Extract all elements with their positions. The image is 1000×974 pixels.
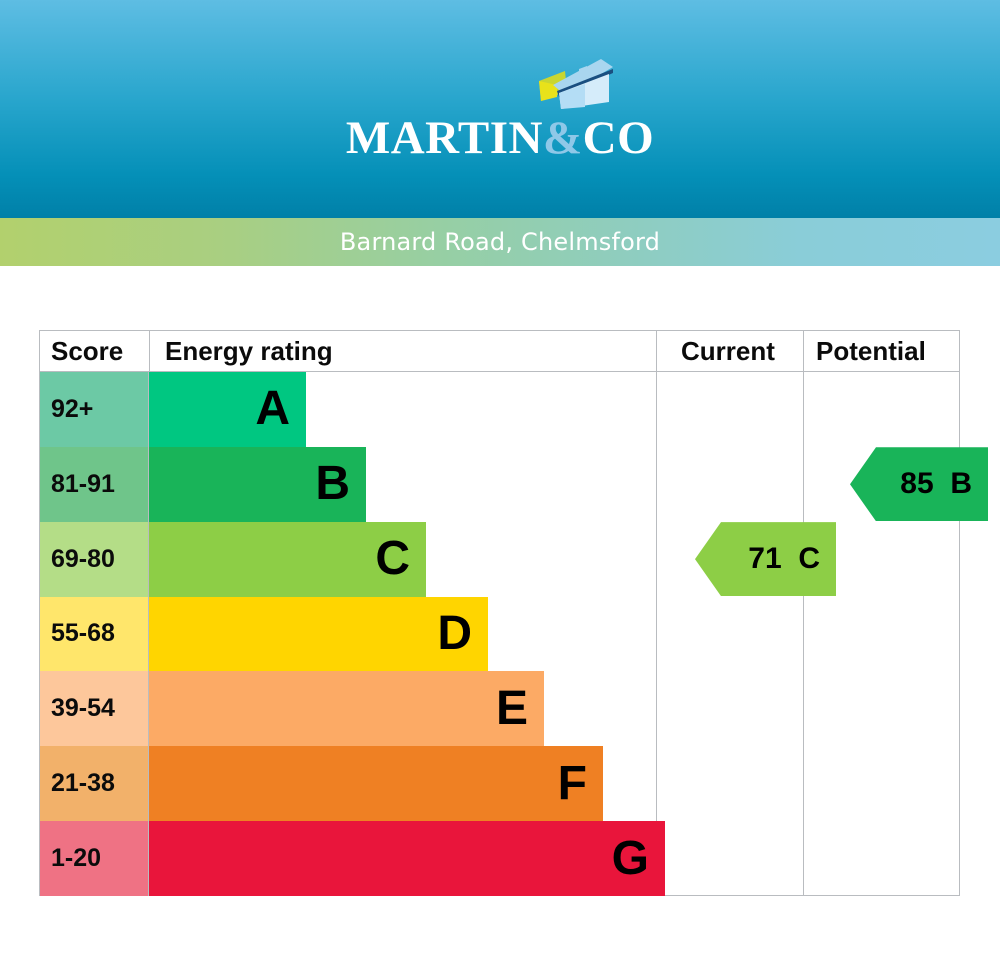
band-row: 55-68 D bbox=[40, 596, 961, 672]
score-range-d: 55-68 bbox=[40, 596, 148, 672]
rating-bar-b: B bbox=[149, 446, 366, 522]
score-range-c: 69-80 bbox=[40, 521, 148, 597]
brand-ampersand: & bbox=[543, 111, 583, 164]
brand-name-part2: CO bbox=[582, 111, 655, 164]
column-divider-rating bbox=[148, 372, 149, 896]
score-range-e: 39-54 bbox=[40, 671, 148, 747]
brand-wordmark: MARTIN&CO bbox=[345, 111, 655, 164]
brand-logo: MARTIN&CO bbox=[0, 0, 1000, 218]
rating-letter-b: B bbox=[315, 457, 350, 511]
potential-rating-arrow-label: 85 B bbox=[900, 467, 972, 501]
rating-bar-g: G bbox=[149, 821, 665, 896]
rating-letter-e: E bbox=[495, 681, 528, 735]
rating-bar-d: D bbox=[149, 596, 488, 672]
brand-header: MARTIN&CO bbox=[0, 0, 1000, 218]
address-bar: Barnard Road, Chelmsford bbox=[0, 218, 1000, 266]
column-divider-current bbox=[656, 372, 657, 896]
band-row: 21-38 F bbox=[40, 746, 961, 822]
epc-table-body: 92+ A 81-91 B 69-80 C 55-68 D 39-54 E 21-38 F 1-20 G 7… bbox=[40, 372, 988, 896]
rating-bar-e: E bbox=[149, 671, 544, 747]
score-range-b: 81-91 bbox=[40, 446, 148, 522]
header-energy-rating: Energy rating bbox=[149, 331, 655, 371]
rating-bar-f: F bbox=[149, 746, 603, 822]
epc-rating-table: Score Energy rating Current Potential 92… bbox=[39, 330, 988, 896]
property-address: Barnard Road, Chelmsford bbox=[339, 228, 661, 256]
house-roof-logo-icon bbox=[539, 58, 613, 109]
header-score: Score bbox=[51, 335, 124, 366]
band-row: 39-54 E bbox=[40, 671, 961, 747]
band-row: 81-91 B bbox=[40, 446, 961, 522]
rating-bar-a: A bbox=[149, 372, 306, 447]
epc-table-header: Score Energy rating Current Potential bbox=[40, 331, 959, 372]
score-range-f: 21-38 bbox=[40, 746, 148, 822]
brand-name-part1: MARTIN bbox=[345, 111, 544, 164]
band-row: 1-20 G bbox=[40, 821, 961, 896]
header-potential: Potential bbox=[803, 331, 959, 371]
rating-letter-c: C bbox=[375, 532, 410, 586]
score-range-a: 92+ bbox=[40, 372, 148, 447]
band-row: 69-80 C bbox=[40, 521, 961, 597]
column-divider-potential bbox=[803, 372, 804, 896]
rating-letter-d: D bbox=[437, 606, 472, 660]
band-row: 92+ A bbox=[40, 372, 961, 447]
rating-letter-f: F bbox=[557, 756, 587, 810]
current-rating-arrow: 71 C bbox=[695, 522, 836, 597]
rating-letter-g: G bbox=[611, 831, 649, 885]
header-current: Current bbox=[656, 331, 803, 371]
score-range-g: 1-20 bbox=[40, 821, 148, 896]
potential-rating-arrow: 85 B bbox=[850, 447, 988, 522]
rating-bar-c: C bbox=[149, 521, 426, 597]
current-rating-arrow-label: 71 C bbox=[748, 542, 820, 576]
rating-letter-a: A bbox=[255, 382, 290, 436]
